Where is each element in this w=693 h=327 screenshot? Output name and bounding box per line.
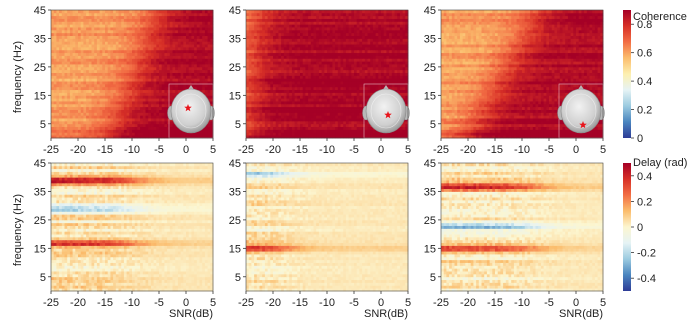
y-tick-label: 5 — [430, 272, 436, 284]
y-tick-label: 15 — [229, 243, 241, 255]
y-tick-label: 25 — [229, 215, 241, 227]
x-tick-label: -25 — [238, 297, 254, 309]
x-tick-label: -25 — [433, 297, 449, 309]
y-tick-label: 15 — [34, 243, 46, 255]
x-tick-label: -20 — [70, 144, 86, 156]
x-tick-label: -25 — [238, 144, 254, 156]
x-tick-label: -15 — [97, 144, 113, 156]
x-tick-label: 5 — [405, 144, 411, 156]
coherence-panel-1: 5 15 25 35 45 -25 -20 -15 -10 -5 0 5 — [34, 5, 216, 156]
y-tick-label: 45 — [229, 158, 241, 170]
y-tick-label: 45 — [424, 158, 436, 170]
y-tick-label: 5 — [235, 119, 241, 131]
x-tick-label: 0 — [183, 144, 189, 156]
y-tick-label: 25 — [424, 62, 436, 74]
xlabel-col-2: SNR(dB) — [364, 308, 408, 320]
colorbar-tick-label: -0.4 — [637, 273, 656, 285]
x-tick-label: -15 — [487, 144, 503, 156]
y-tick-label: 35 — [229, 33, 241, 45]
colorbar-tick-label: 0 — [637, 222, 643, 234]
ylabel-bottom: frequency (Hz) — [12, 194, 24, 266]
x-tick-label: -25 — [43, 144, 59, 156]
x-tick-label: -15 — [292, 297, 308, 309]
delay-colorbar-bar — [623, 163, 631, 291]
y-tick-label: 5 — [40, 272, 46, 284]
colorbar-tick-label: -0.2 — [637, 248, 656, 260]
x-tick-label: -25 — [43, 297, 59, 309]
y-tick-label: 45 — [229, 5, 241, 17]
y-tick-label: 35 — [229, 186, 241, 198]
x-tick-label: -20 — [265, 144, 281, 156]
head-shape — [171, 89, 211, 133]
head-shape — [561, 89, 601, 133]
colorbar-tick-label: 0.8 — [637, 19, 652, 31]
y-tick-label: 15 — [424, 90, 436, 102]
delay-colorbar-label: Delay (rad) — [633, 157, 687, 169]
x-tick-label: 0 — [573, 144, 579, 156]
x-tick-label: -5 — [544, 144, 554, 156]
y-tick-label: 5 — [40, 119, 46, 131]
colorbar-tick-label: 0.6 — [637, 48, 652, 60]
x-tick-label: -20 — [70, 297, 86, 309]
colorbar-tick-label: 0.2 — [637, 196, 652, 208]
y-tick-label: 35 — [424, 33, 436, 45]
y-tick-label: 15 — [424, 243, 436, 255]
y-tick-label: 45 — [34, 158, 46, 170]
x-tick-label: 5 — [210, 144, 216, 156]
ylabel-top: frequency (Hz) — [12, 41, 24, 113]
x-tick-label: -10 — [124, 144, 140, 156]
y-tick-label: 25 — [34, 215, 46, 227]
colorbar-tick-label: 0.4 — [637, 171, 652, 183]
y-tick-label: 25 — [34, 62, 46, 74]
coherence-panel-3: 5 15 25 35 45 -25 -20 -15 -10 -5 0 5 — [424, 5, 606, 156]
x-tick-label: -10 — [124, 297, 140, 309]
coherence-colorbar-bar — [623, 10, 631, 138]
colorbar-tick-label: 0 — [637, 133, 643, 145]
colorbar-tick-label: 0.2 — [637, 105, 652, 117]
y-tick-label: 5 — [430, 119, 436, 131]
y-tick-label: 35 — [424, 186, 436, 198]
x-tick-label: -5 — [349, 144, 359, 156]
y-tick-label: 15 — [229, 90, 241, 102]
head-shape — [366, 89, 406, 133]
xlabel-col-1: SNR(dB) — [169, 308, 213, 320]
x-tick-label: -25 — [433, 144, 449, 156]
y-tick-label: 25 — [424, 215, 436, 227]
x-tick-label: -5 — [154, 144, 164, 156]
delay-colorbar: Delay (rad) 0.4 0.2 0 -0.2 -0.4 — [623, 157, 687, 291]
x-tick-label: 0 — [378, 144, 384, 156]
x-tick-label: -15 — [487, 297, 503, 309]
coherence-panel-2: 5 15 25 35 45 -25 -20 -15 -10 -5 0 5 — [229, 5, 411, 156]
y-tick-label: 45 — [34, 5, 46, 17]
x-tick-label: -10 — [319, 297, 335, 309]
y-tick-label: 25 — [229, 62, 241, 74]
x-tick-label: -20 — [460, 297, 476, 309]
x-tick-label: -5 — [544, 297, 554, 309]
x-tick-label: -10 — [319, 144, 335, 156]
xlabel-col-3: SNR(dB) — [559, 308, 603, 320]
coherence-colorbar: Coherence 0.80.60.40.20 — [623, 10, 687, 145]
x-tick-label: -10 — [514, 144, 530, 156]
x-tick-label: -15 — [97, 297, 113, 309]
x-tick-label: 5 — [600, 144, 606, 156]
x-tick-label: -20 — [265, 297, 281, 309]
x-tick-label: -5 — [154, 297, 164, 309]
x-tick-label: -15 — [292, 144, 308, 156]
x-tick-label: -10 — [514, 297, 530, 309]
y-tick-label: 15 — [34, 90, 46, 102]
colorbar-tick-label: 0.4 — [637, 76, 652, 88]
y-tick-label: 35 — [34, 33, 46, 45]
x-tick-label: -20 — [460, 144, 476, 156]
x-tick-label: -5 — [349, 297, 359, 309]
y-tick-label: 45 — [424, 5, 436, 17]
y-tick-label: 35 — [34, 186, 46, 198]
y-tick-label: 5 — [235, 272, 241, 284]
